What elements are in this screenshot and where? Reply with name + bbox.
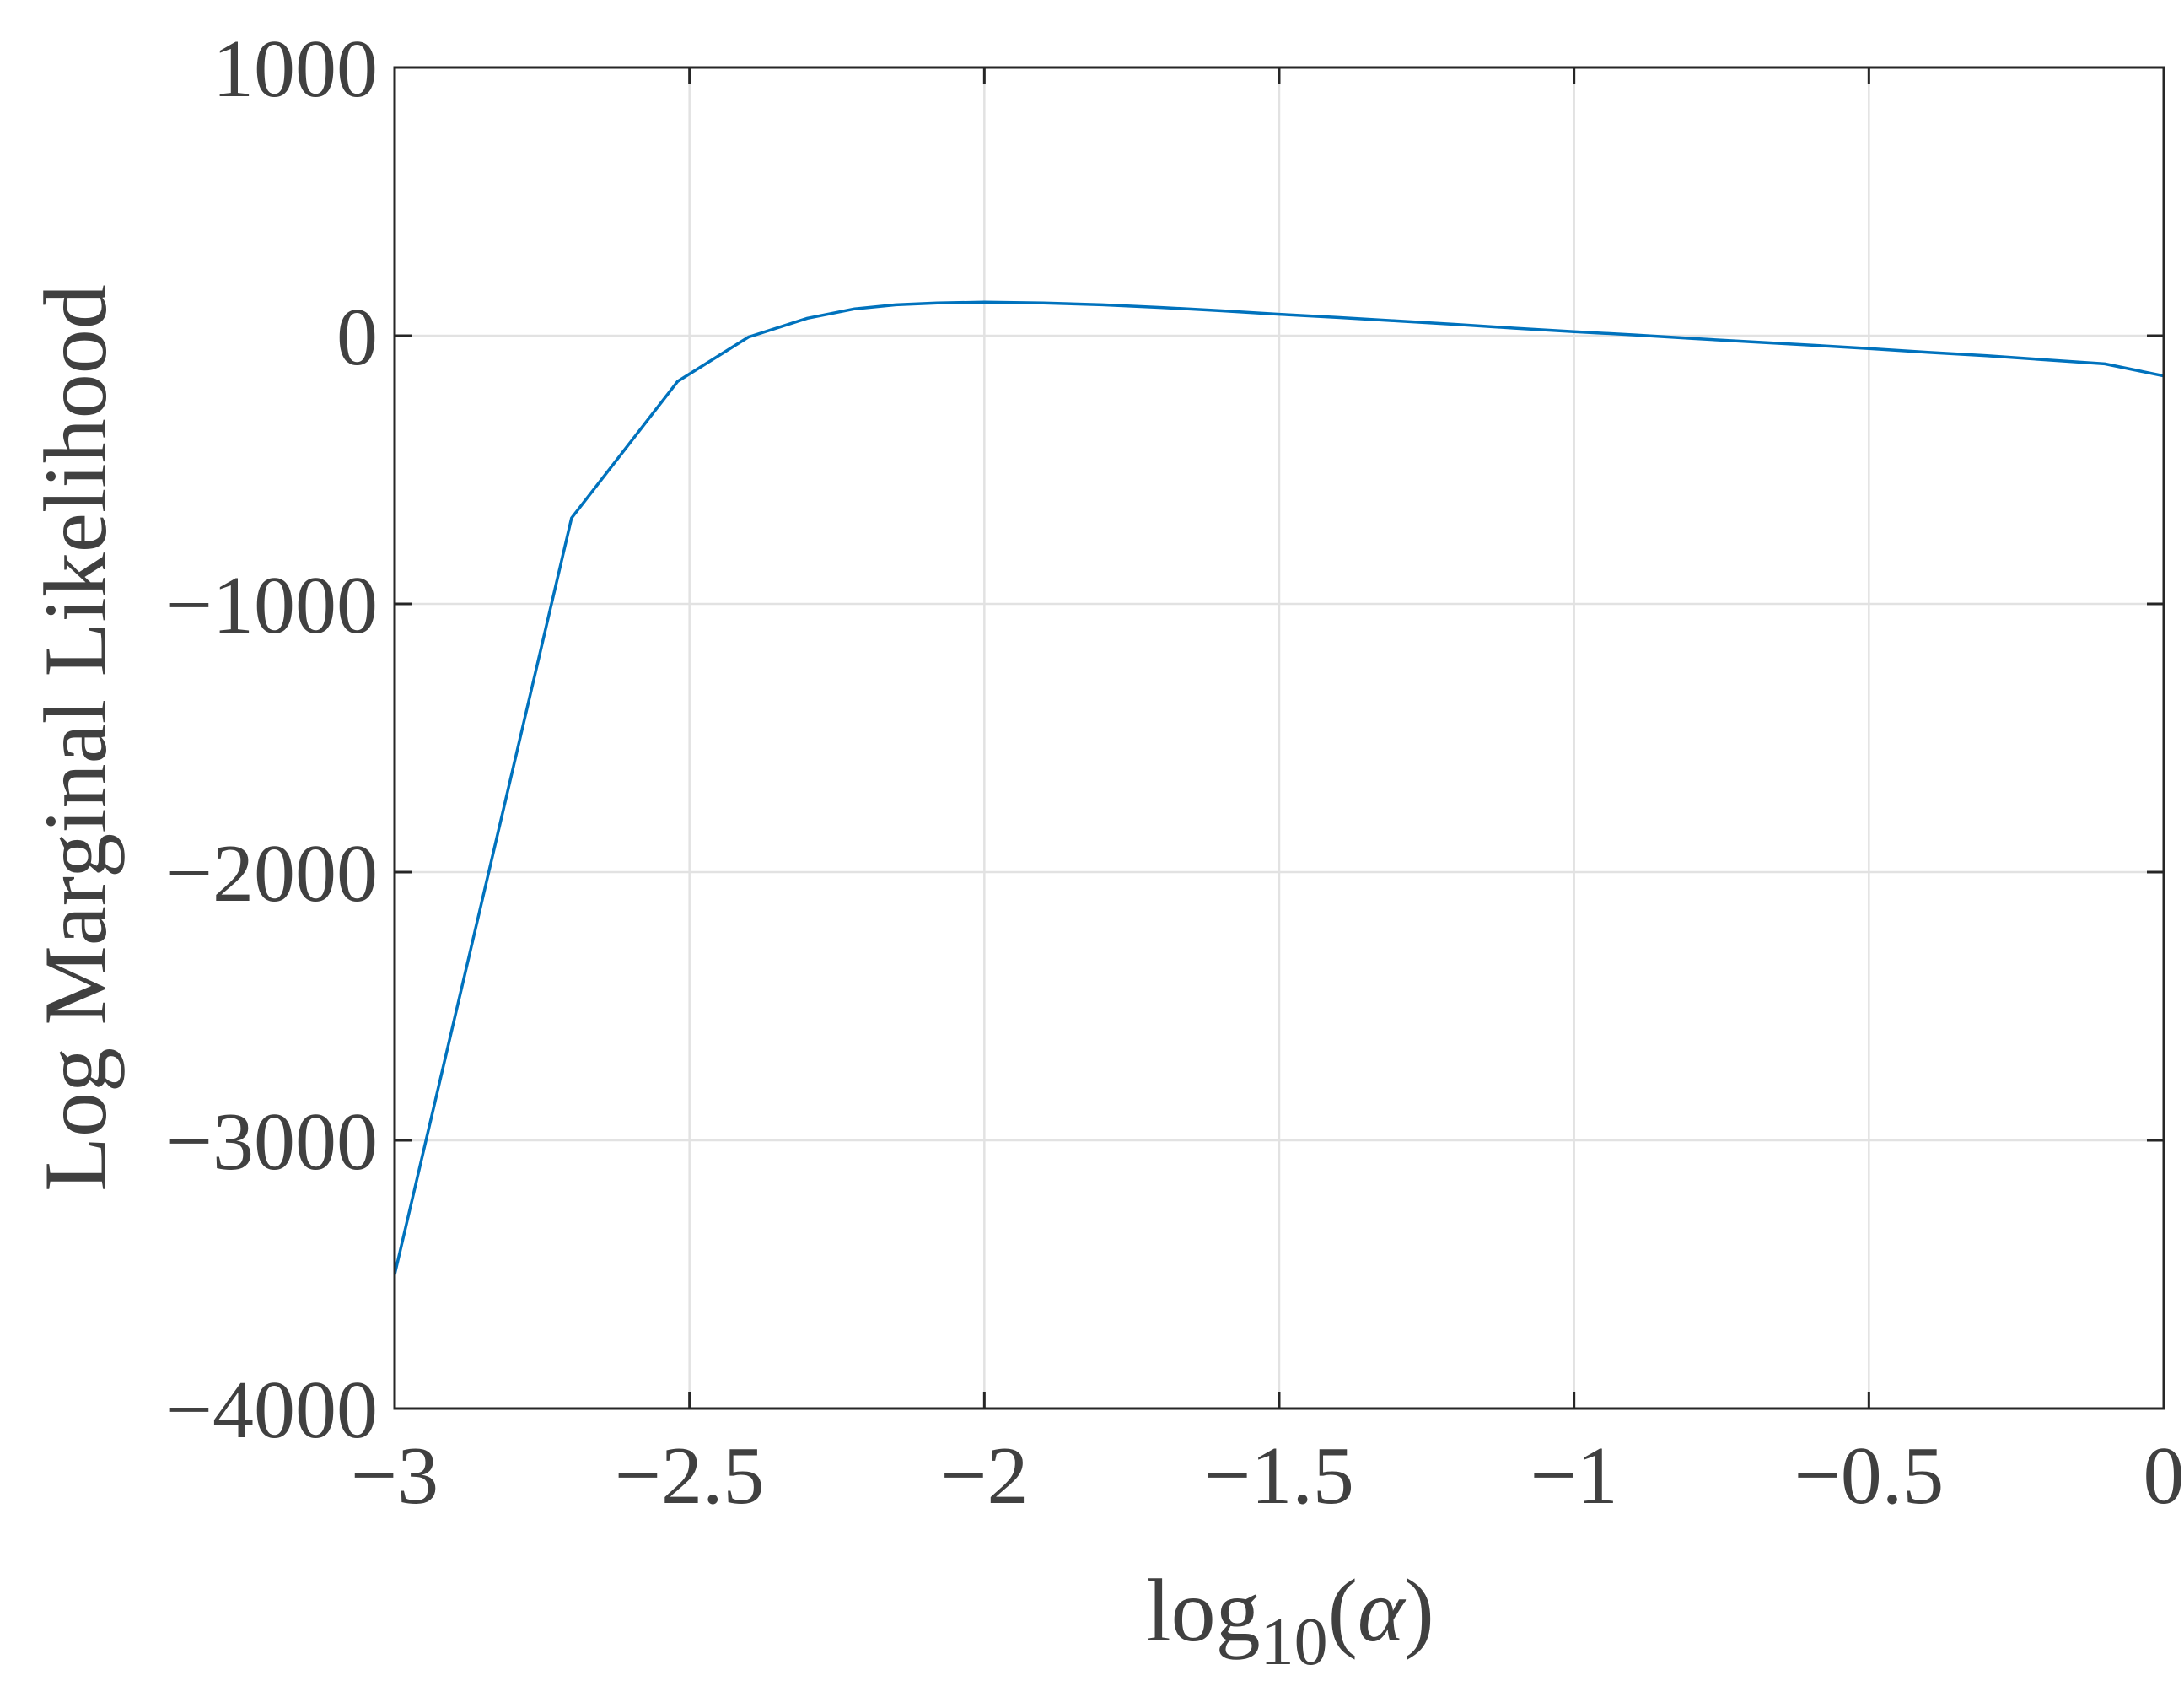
y-tick-label: −2000	[166, 828, 378, 919]
series-line	[393, 300, 2165, 1275]
x-tick-label: 0	[2144, 1430, 2184, 1522]
x-axis-label: log10(α)	[1146, 1561, 1434, 1679]
x-axis-label-prefix: log	[1146, 1561, 1260, 1660]
y-tick-label: −4000	[166, 1365, 378, 1456]
x-tick-label: −1.5	[1204, 1430, 1354, 1522]
y-tick-label: −1000	[166, 560, 378, 651]
x-axis-label-close: )	[1405, 1561, 1434, 1660]
x-tick-label: −0.5	[1794, 1430, 1944, 1522]
x-tick-label: −2	[940, 1430, 1028, 1522]
x-axis-label-subscript: 10	[1261, 1605, 1328, 1679]
y-tick-labels: −4000 −3000 −2000 −1000 0 1000	[166, 24, 378, 1456]
x-tick-label: −1	[1530, 1430, 1618, 1522]
gridlines	[395, 67, 2164, 1409]
y-tick-label: −3000	[166, 1096, 378, 1188]
x-tick-label: −3	[351, 1430, 438, 1522]
x-axis-label-open: (	[1328, 1561, 1358, 1660]
axes-box	[393, 66, 2165, 1410]
y-tick-label: 0	[336, 292, 378, 383]
x-tick-label: −2.5	[615, 1430, 765, 1522]
plot-area	[393, 300, 2165, 1275]
y-tick-label: 1000	[212, 24, 378, 115]
x-axis-label-symbol: α	[1358, 1561, 1407, 1660]
y-axis-label: Log Marginal Likelihood	[26, 284, 125, 1192]
x-tick-labels: −3 −2.5 −2 −1.5 −1 −0.5 0	[351, 1430, 2184, 1522]
